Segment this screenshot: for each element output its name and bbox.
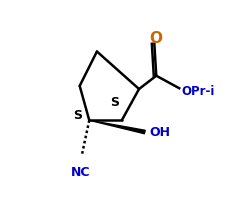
Text: S: S [73,108,82,121]
Text: OH: OH [150,125,171,138]
Text: O: O [149,31,162,46]
Text: OPr-i: OPr-i [181,85,214,98]
Text: S: S [110,96,119,108]
Text: NC: NC [71,165,90,178]
Polygon shape [89,121,145,134]
